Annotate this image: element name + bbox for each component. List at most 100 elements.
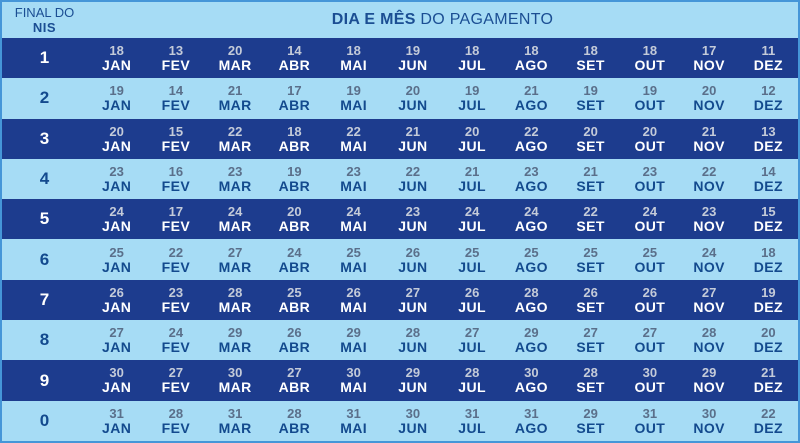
payment-cell: 25 AGO: [502, 245, 561, 275]
payment-day: 27: [287, 365, 302, 381]
payment-cell: 18 AGO: [502, 43, 561, 73]
payment-day: 30: [346, 365, 361, 381]
payment-cell: 26 OUT: [620, 285, 679, 315]
payment-cell: 28 JUL: [443, 365, 502, 395]
payment-month: FEV: [161, 137, 191, 154]
payment-cell: 14 DEZ: [739, 164, 798, 194]
payment-day: 27: [701, 284, 717, 300]
payment-cell: 22 JUN: [383, 164, 442, 194]
payment-month: AGO: [514, 419, 548, 436]
payment-cell: 31 JAN: [87, 406, 146, 436]
payment-month: MAI: [340, 97, 368, 114]
payment-month: DEZ: [753, 137, 783, 154]
payment-day: 30: [524, 365, 539, 381]
payment-month: MAR: [218, 379, 252, 396]
payment-cell: 17 ABR: [265, 83, 324, 113]
payment-day: 31: [464, 405, 480, 421]
payment-cell: 20 OUT: [620, 124, 679, 154]
payment-day: 29: [524, 325, 539, 341]
table-row: 4 23 JAN 16 FEV 23 MAR 19 ABR 23 MAI 22 JUN 21 JUL 23 AG…: [2, 158, 798, 200]
payment-day: 21: [761, 365, 776, 381]
payment-month: ABR: [278, 137, 311, 154]
payment-month: ABR: [278, 339, 311, 356]
payment-cell: 26 MAI: [324, 285, 383, 315]
payment-cell: 19 MAI: [324, 83, 383, 113]
payment-day: 23: [701, 204, 717, 220]
payment-month: FEV: [161, 339, 191, 356]
payment-cell: 30 MAI: [324, 365, 383, 395]
table-row: 5 24 JAN 17 FEV 24 MAR 20 ABR 24 MAI 23 JUN 24 JUL 24 AG…: [2, 199, 798, 240]
payment-month: DEZ: [753, 57, 783, 74]
payment-month: JUN: [398, 298, 428, 315]
payment-day: 20: [583, 123, 598, 139]
payment-day: 26: [642, 284, 658, 300]
payment-day: 18: [761, 244, 776, 260]
nis-digit: 0: [39, 410, 50, 430]
payment-day: 21: [464, 163, 480, 179]
payment-cell: 29 SET: [561, 406, 620, 436]
payment-month: SET: [576, 178, 605, 194]
payment-cell: 24 JAN: [87, 204, 146, 234]
payment-cell: 23 MAI: [324, 164, 383, 194]
payment-day: 24: [464, 204, 480, 220]
payment-month: AGO: [514, 298, 548, 315]
payment-day: 14: [287, 43, 302, 59]
payment-month: OUT: [634, 137, 666, 154]
payment-cell: 28 AGO: [502, 285, 561, 315]
payment-cell: 13 FEV: [146, 43, 205, 73]
nis-digit: 9: [39, 370, 50, 390]
payment-month: OUT: [634, 258, 666, 275]
payment-day: 18: [583, 43, 598, 59]
corner-header-line1: FINAL DO: [14, 5, 75, 21]
table-row: 2 19 JAN 14 FEV 21 MAR 17 ABR 19 MAI 20 JUN 19 JUL 21 AG…: [2, 78, 798, 119]
payment-day: 23: [109, 163, 124, 179]
payment-day: 17: [287, 83, 302, 99]
payment-day: 16: [168, 163, 184, 179]
payment-cell: 26 JAN: [87, 285, 146, 315]
payment-day: 19: [583, 83, 598, 99]
corner-header: FINAL DO NIS: [2, 4, 87, 36]
payment-month: JUN: [398, 178, 428, 194]
payment-month: FEV: [161, 97, 191, 114]
payment-cell: 27 JAN: [87, 325, 146, 355]
payment-day: 18: [287, 123, 302, 139]
payment-day: 18: [346, 43, 361, 59]
payment-month: DEZ: [753, 258, 783, 275]
payment-month: AGO: [514, 137, 548, 154]
payment-cell: 27 SET: [561, 325, 620, 355]
payment-day: 31: [642, 405, 658, 421]
payment-cell: 26 SET: [561, 285, 620, 315]
payment-day: 19: [109, 83, 124, 99]
payment-month: NOV: [693, 218, 725, 235]
payment-cell: 17 NOV: [680, 43, 739, 73]
payment-month: SET: [576, 57, 605, 74]
nis-digit: 1: [39, 48, 50, 68]
payment-month: DEZ: [753, 218, 783, 235]
payment-day: 29: [346, 325, 361, 341]
payment-month: JAN: [102, 258, 132, 275]
payment-cell: 31 JUL: [443, 406, 502, 436]
payment-month: JUN: [398, 97, 428, 114]
payment-month: NOV: [693, 137, 725, 154]
payment-month: OUT: [634, 97, 666, 114]
payment-cell: 20 JUN: [383, 83, 442, 113]
payment-day: 22: [168, 244, 184, 260]
payment-month: MAI: [340, 298, 368, 315]
payment-month: SET: [576, 419, 605, 436]
payment-month: MAI: [340, 339, 368, 356]
payment-day: 23: [642, 163, 658, 179]
payment-cell: 12 DEZ: [739, 83, 798, 113]
payment-month: MAR: [218, 258, 252, 275]
payment-cell: 22 FEV: [146, 245, 205, 275]
payment-month: SET: [576, 97, 605, 114]
payment-day: 30: [109, 365, 124, 381]
table-body: 1 18 JAN 13 FEV 20 MAR 14 ABR 18 MAI 19 JUN 18 JUL 18 AG…: [2, 38, 798, 441]
payment-cell: 23 MAR: [206, 164, 265, 194]
payment-day: 23: [524, 163, 539, 179]
payment-day: 20: [287, 204, 302, 220]
payment-cell: 21 JUN: [383, 124, 442, 154]
payment-month: JAN: [102, 379, 132, 396]
table-row: 7 26 JAN 23 FEV 28 MAR 25 ABR 26 MAI 27 JUN 26 JUL 28 AG…: [2, 279, 798, 321]
payment-cell: 30 NOV: [680, 406, 739, 436]
payment-day: 19: [346, 83, 361, 99]
